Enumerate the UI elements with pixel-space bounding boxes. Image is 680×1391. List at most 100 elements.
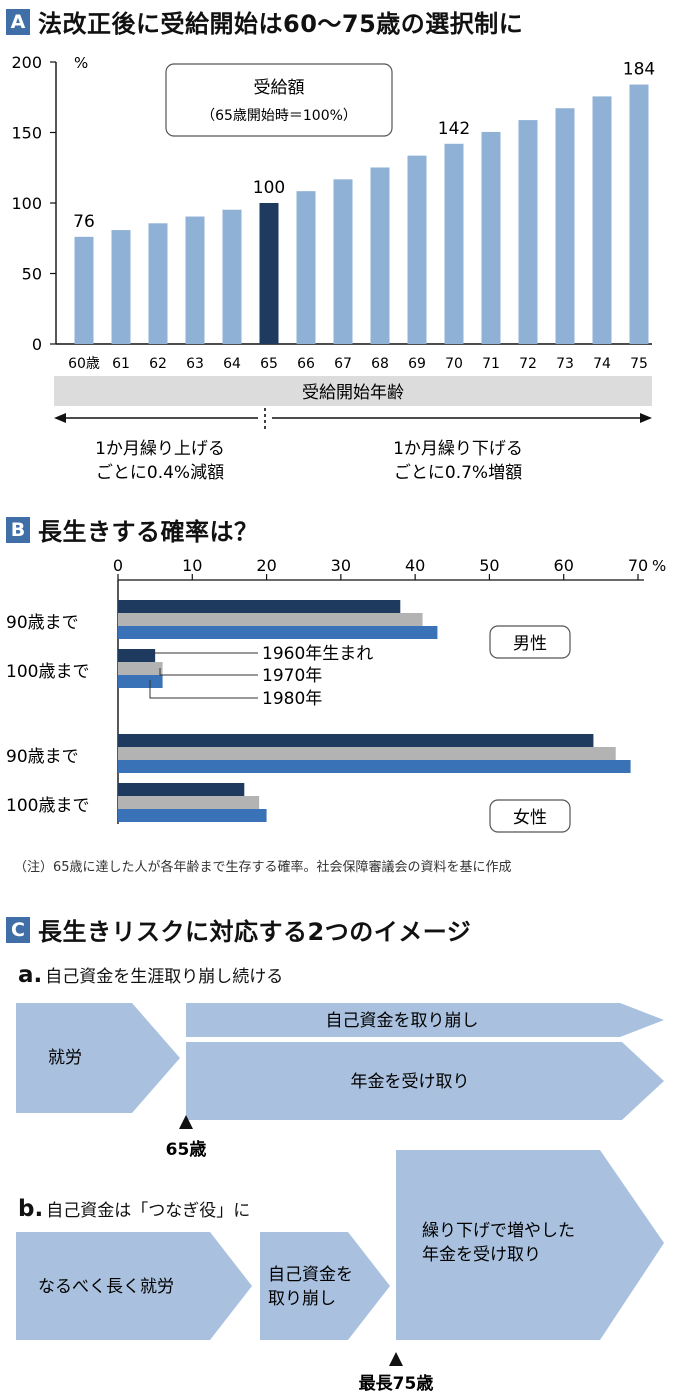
scenario-a-marker-label: 65歳 — [166, 1139, 207, 1160]
y-tick-label: 50 — [22, 265, 42, 284]
section-b-title: 長生きする確率は？ — [38, 518, 259, 546]
scenario-b-mid-label-2: 取り崩し — [268, 1289, 336, 1309]
benefit-bar — [259, 203, 279, 344]
survival-bar — [118, 626, 438, 639]
group-label: 90歳まで — [6, 613, 79, 633]
survival-bar — [118, 675, 163, 688]
x-tick-label: 50 — [479, 556, 499, 575]
survival-bar — [118, 783, 245, 796]
benefit-bar — [407, 155, 427, 344]
survival-bar — [118, 734, 594, 747]
scenario-b-heading: b. 自己資金は「つなぎ役」に — [18, 1196, 250, 1222]
left-arrow — [54, 413, 258, 423]
scenario-a-bottom-label: 年金を受け取り — [351, 1072, 470, 1092]
scenario-b-right-label-2: 年金を受け取り — [422, 1245, 541, 1265]
section-c-header: C 長生きリスクに対応する2つのイメージ — [6, 912, 471, 947]
section-a-header: A 法改正後に受給開始は60～75歳の選択制に — [6, 4, 523, 39]
benefit-bar — [444, 143, 464, 344]
scenario-a-work-arrow — [16, 1003, 180, 1113]
benefit-bar — [555, 108, 575, 344]
left-note-line2: ごとに0.4%減額 — [96, 463, 224, 483]
right-note-line1: 1か月繰り下げる — [393, 439, 523, 459]
benefit-bar — [333, 179, 353, 344]
series-label: 1960年生まれ — [262, 644, 373, 664]
survival-bar — [118, 796, 260, 809]
y-tick-label: 100 — [11, 194, 42, 213]
bar-data-label: 76 — [73, 212, 95, 232]
section-a-badge: A — [6, 8, 30, 35]
x-tick-label: 10 — [182, 556, 202, 575]
x-tick-label: 71 — [482, 356, 500, 372]
benefit-bar — [185, 216, 205, 344]
x-tick-label: 70 — [445, 356, 463, 372]
survival-bar — [118, 649, 156, 662]
scenario-b-letter: b. — [18, 1196, 44, 1222]
series-label: 1970年 — [262, 666, 322, 686]
y-tick-label: 0 — [32, 335, 42, 354]
left-note-line1: 1か月繰り上げる — [95, 439, 225, 459]
benefit-bar — [370, 167, 390, 344]
benefit-bar-chart: 76 100 142 184 0 50 100 150 200% 60歳 61 62 63 64 65 6… — [11, 53, 655, 483]
survival-bar — [118, 613, 423, 626]
group-label: 90歳まで — [6, 747, 79, 767]
scenario-a-top-arrow — [186, 1003, 664, 1037]
benefit-bar — [592, 96, 612, 345]
series-label: 1980年 — [262, 689, 322, 709]
footnote: （注）65歳に達した人が各年齢まで生存する確率。社会保障審議会の資料を基に作成 — [14, 860, 512, 875]
scenario-b-work-arrow — [16, 1232, 252, 1340]
x-tick-label: 72 — [519, 356, 537, 372]
benefit-bar — [629, 84, 649, 344]
scenario-b-right-arrow — [396, 1150, 664, 1340]
scenario-a-letter: a. — [18, 962, 43, 988]
benefit-bar — [518, 120, 538, 344]
x-tick-label: 62 — [149, 356, 167, 372]
benefit-box-subtitle: （65歳開始時＝100%） — [201, 108, 357, 124]
benefit-box-title: 受給額 — [254, 78, 305, 98]
survival-bar — [118, 747, 616, 760]
xaxis-band-label: 受給開始年齢 — [302, 383, 404, 403]
group-label: 100歳まで — [6, 796, 89, 816]
section-c-badge: C — [6, 916, 30, 943]
bar-data-label: 184 — [623, 60, 655, 80]
y-unit-label: % — [74, 54, 88, 72]
survival-bar-chart: 0 10 20 30 40 50 60 70% 90歳まで100歳まで90歳まで100歳まで … — [6, 556, 666, 833]
benefit-bar — [148, 223, 168, 344]
x-tick-label: 30 — [331, 556, 351, 575]
x-tick-label: 74 — [593, 356, 611, 372]
x-tick-label: 68 — [371, 356, 389, 372]
x-tick-label: 61 — [112, 356, 130, 372]
sex-label: 女性 — [513, 808, 547, 828]
bar-data-label: 142 — [438, 119, 470, 139]
x-tick-label: 66 — [297, 356, 315, 372]
y-tick-label: 150 — [11, 124, 42, 143]
section-c-title: 長生きリスクに対応する2つのイメージ — [38, 918, 472, 946]
series-leaders — [149, 652, 258, 699]
x-tick-label: 75 — [630, 356, 648, 372]
scenario-b-title: 自己資金は「つなぎ役」に — [46, 1201, 251, 1221]
y-tick-label: 200 — [11, 53, 42, 72]
sex-label: 男性 — [513, 634, 547, 654]
section-a-title: 法改正後に受給開始は60～75歳の選択制に — [38, 10, 524, 38]
scenario-b-diagram: なるべく長く就労 自己資金を 取り崩し 繰り下げで増やした 年金を受け取り 最長… — [16, 1150, 664, 1391]
sex-label-box — [489, 625, 571, 659]
x-tick-label: 70 — [628, 556, 648, 575]
right-note-line2: ごとに0.7%増額 — [394, 463, 522, 483]
right-arrow — [272, 413, 652, 423]
survival-bar — [118, 809, 267, 822]
x-unit-label: % — [652, 557, 666, 575]
x-tick-label: 67 — [334, 356, 352, 372]
benefit-bar — [481, 131, 501, 344]
survival-bar — [118, 600, 401, 613]
x-tick-label: 60歳 — [68, 356, 100, 372]
bar-data-label: 100 — [253, 178, 285, 198]
scenario-a-bottom-arrow — [186, 1042, 664, 1120]
scenario-b-right-label-1: 繰り下げで増やした — [422, 1221, 575, 1241]
x-tick-label: 40 — [405, 556, 425, 575]
scenario-a-marker-icon — [179, 1115, 193, 1129]
scenario-b-marker-icon — [389, 1352, 403, 1366]
benefit-bar — [296, 191, 316, 344]
survival-bar — [118, 760, 631, 773]
benefit-bar — [222, 209, 242, 344]
benefit-bar — [111, 230, 131, 344]
scenario-b-marker-label: 最長75歳 — [359, 1373, 434, 1391]
